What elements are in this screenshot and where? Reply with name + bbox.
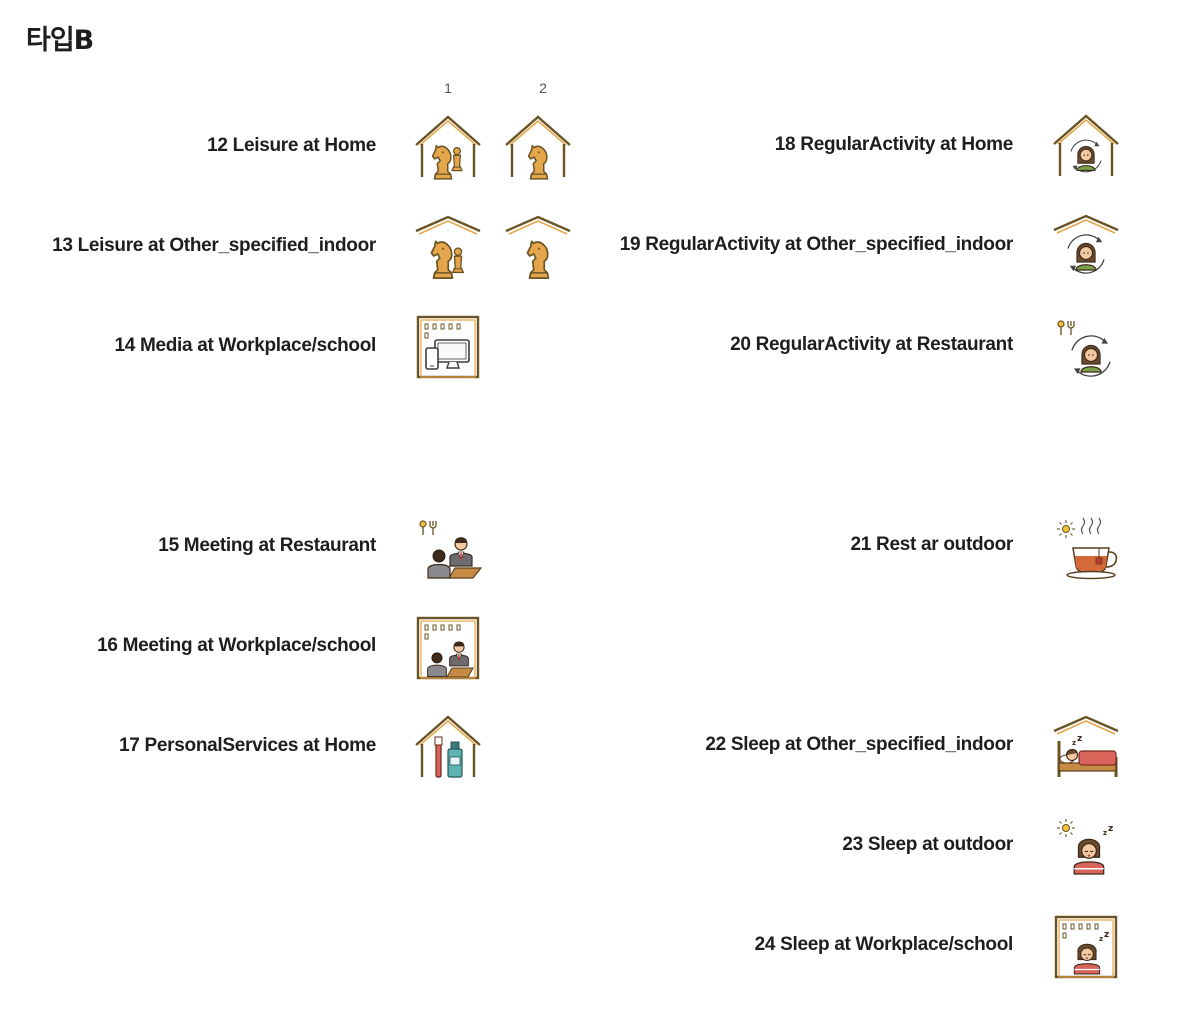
routine-home-icon <box>1051 112 1121 182</box>
routine-indoor-icon <box>1051 212 1121 282</box>
sleep-outdoor-icon <box>1051 813 1121 883</box>
label-sleep-workplace: 24 Sleep at Workplace/school <box>754 934 1014 955</box>
column-header-2: 2 <box>539 80 547 96</box>
label-regularactivity-indoor: 19 RegularActivity at Other_specified_in… <box>619 234 1014 255</box>
label-sleep-indoor: 22 Sleep at Other_specified_indoor <box>705 734 1013 755</box>
label-personalservices-home: 17 PersonalServices at Home <box>119 735 376 756</box>
label-meeting-restaurant: 15 Meeting at Restaurant <box>158 535 376 556</box>
label-leisure-home: 12 Leisure at Home <box>207 135 376 156</box>
tea-cup-outdoor-icon <box>1051 512 1121 582</box>
chess-pieces-indoor-icon <box>413 213 483 283</box>
bed-indoor-icon <box>1051 713 1121 783</box>
column-header-1: 1 <box>444 80 452 96</box>
meeting-restaurant-icon <box>413 512 483 582</box>
page-title: 타입B <box>26 25 94 56</box>
meeting-workplace-icon <box>413 613 483 683</box>
sleep-workplace-icon <box>1051 912 1121 982</box>
label-regularactivity-home: 18 RegularActivity at Home <box>774 134 1014 155</box>
label-sleep-outdoor: 23 Sleep at outdoor <box>842 834 1013 855</box>
label-leisure-indoor: 13 Leisure at Other_specified_indoor <box>52 235 376 256</box>
label-regularactivity-restaurant: 20 RegularActivity at Restaurant <box>730 334 1013 355</box>
chess-pieces-home-icon <box>413 113 483 183</box>
chess-knight-home-icon <box>503 113 573 183</box>
routine-restaurant-icon <box>1051 312 1121 382</box>
devices-workplace-icon <box>413 312 483 382</box>
toothbrush-home-icon <box>413 713 483 783</box>
label-rest-outdoor: 21 Rest ar outdoor <box>850 534 1014 555</box>
label-media-workplace: 14 Media at Workplace/school <box>114 335 376 356</box>
label-meeting-workplace: 16 Meeting at Workplace/school <box>97 635 376 656</box>
chess-knight-indoor-icon <box>503 213 573 283</box>
